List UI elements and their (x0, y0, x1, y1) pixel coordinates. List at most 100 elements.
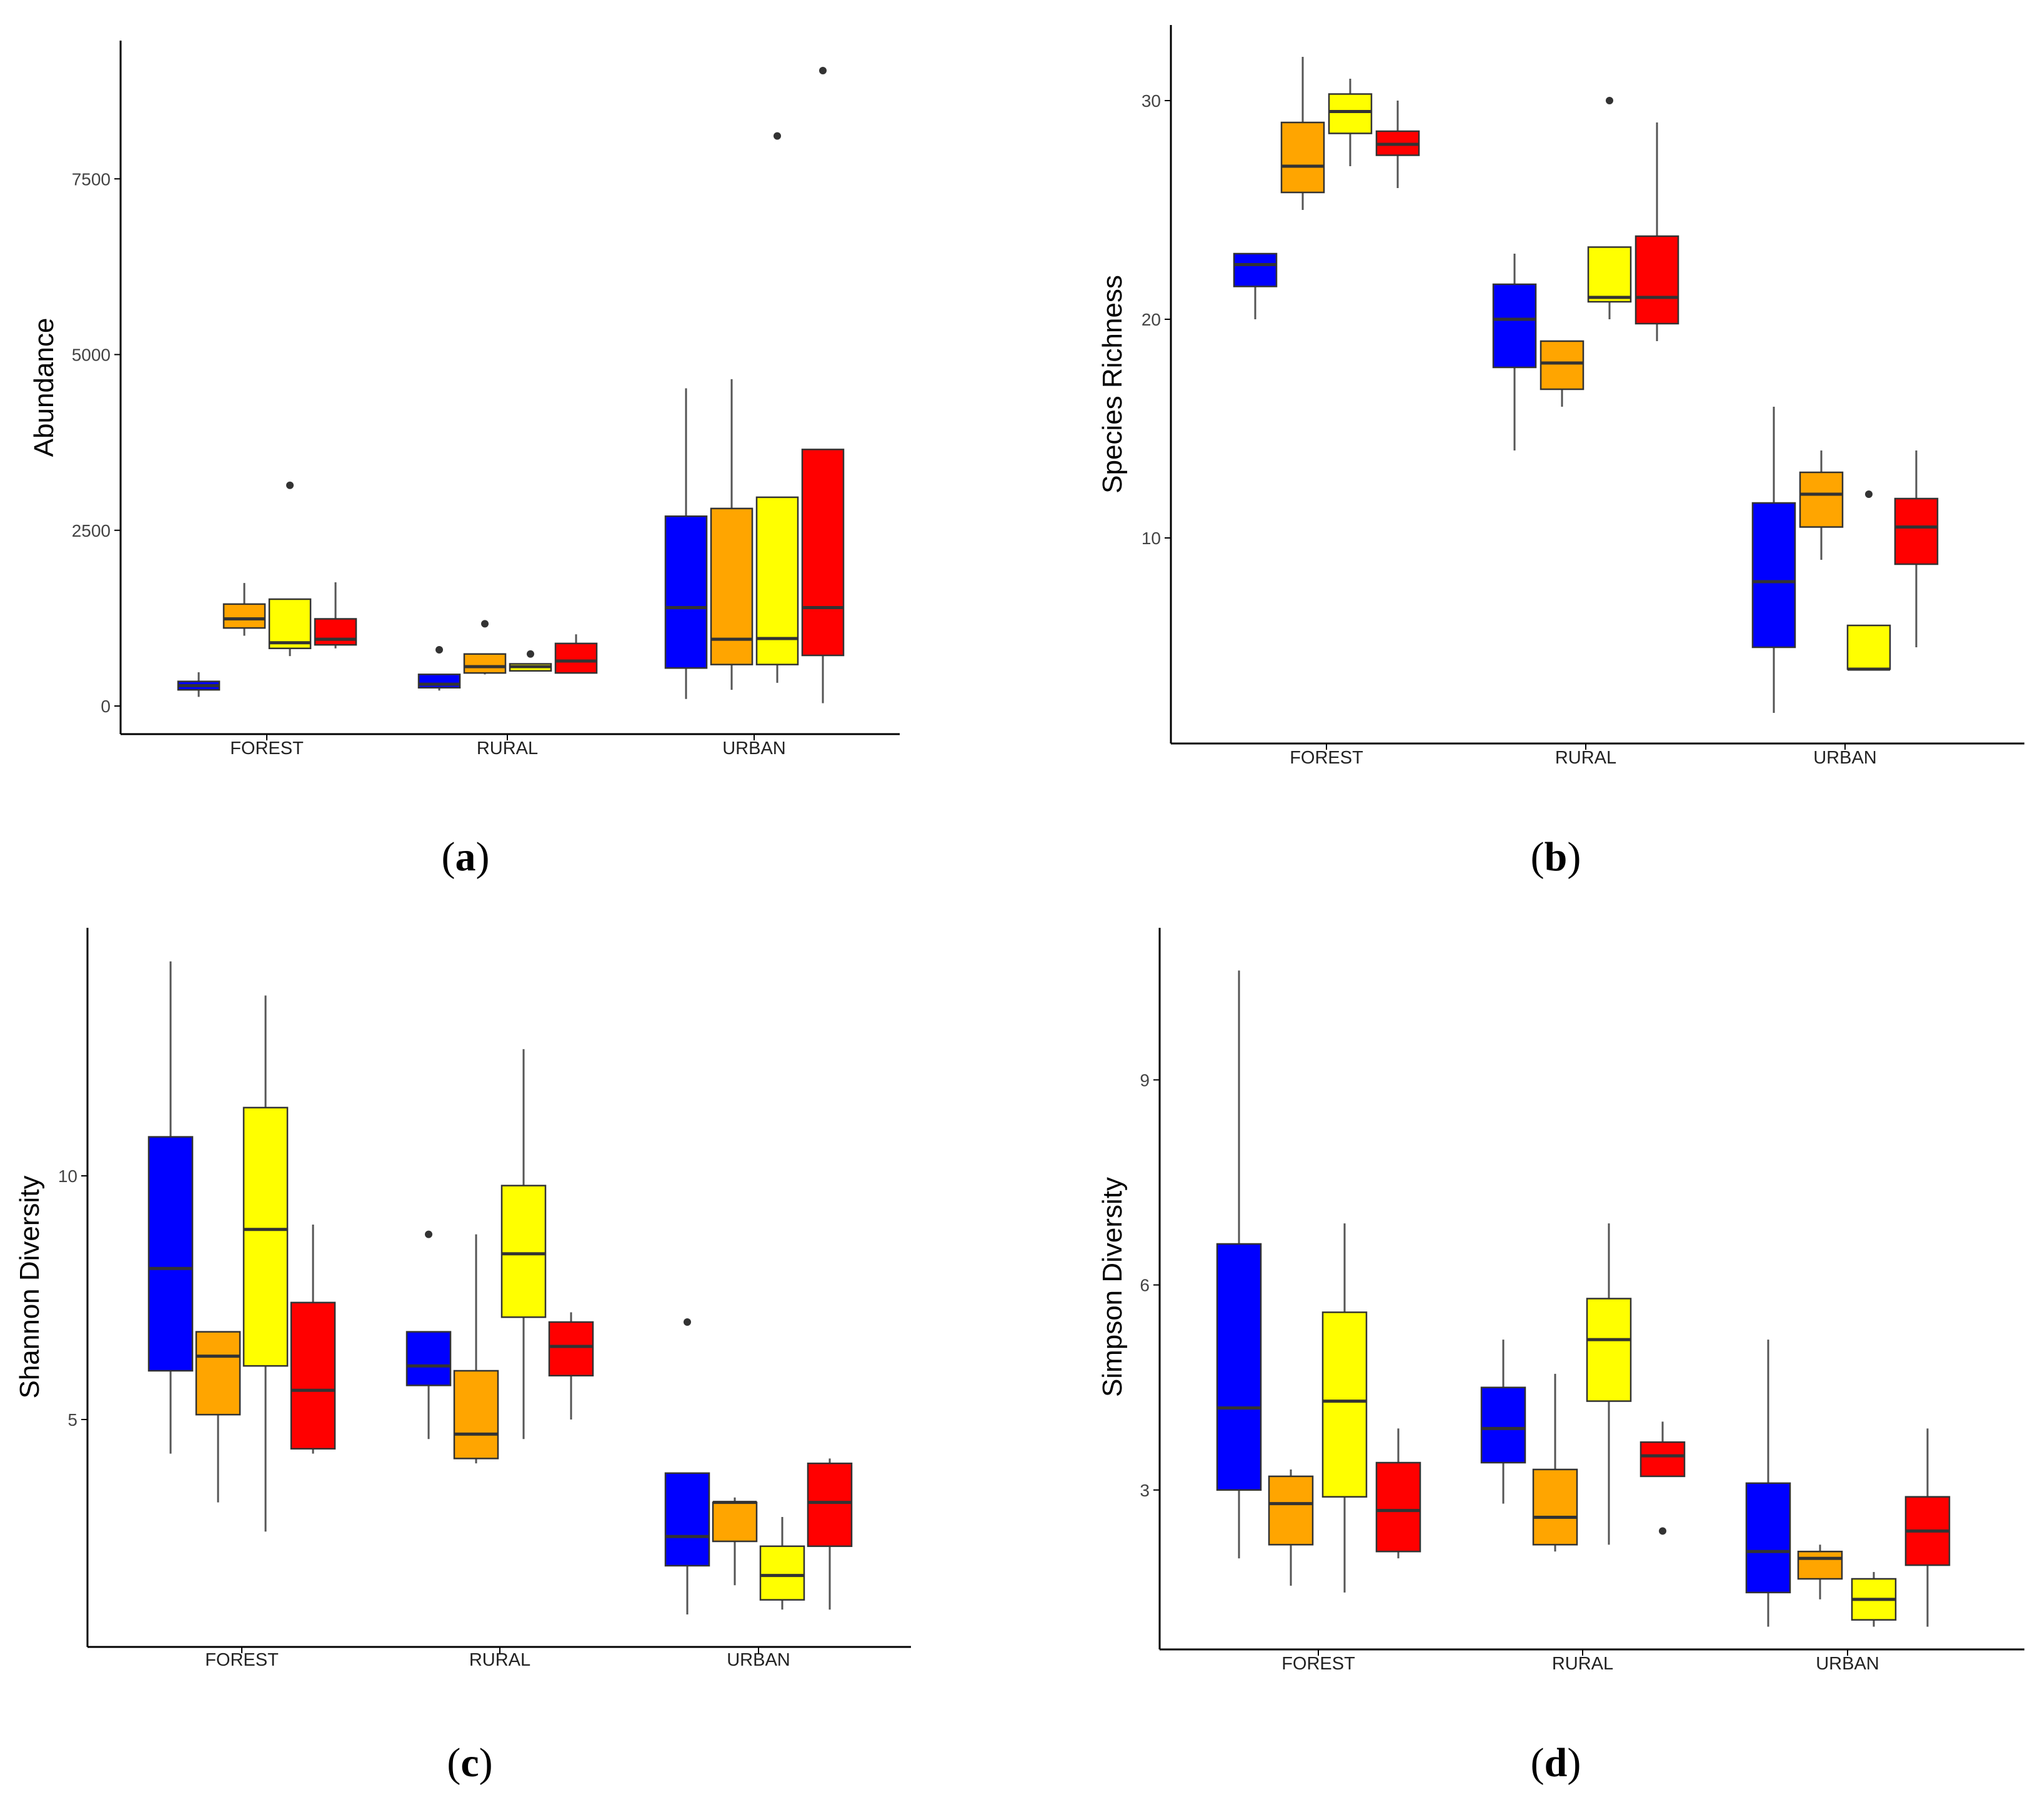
box-body (1233, 252, 1278, 287)
box-body (463, 653, 507, 674)
box-forest-series-2 (222, 583, 266, 636)
y-axis-label: Abundance (29, 318, 59, 457)
box-body (1328, 93, 1373, 134)
outlier-point (481, 620, 489, 628)
outlier-point (1606, 97, 1613, 104)
box-body (807, 1462, 853, 1548)
outlier-point (774, 132, 781, 140)
box-body (1846, 624, 1891, 670)
box-body (314, 618, 357, 646)
box-forest-series-2 (195, 1331, 241, 1503)
category-label-urban: URBAN (727, 1650, 790, 1670)
box-body (664, 515, 708, 669)
box-urban-series-4 (1904, 1428, 1951, 1627)
y-axis-label: Simpson Diversity (1097, 1177, 1128, 1397)
y-axis-label: Species Richness (1097, 275, 1128, 494)
box-body (195, 1331, 241, 1416)
box-body (1268, 1475, 1314, 1546)
box-rural-series-3 (500, 1049, 547, 1440)
box-rural-series-2 (1532, 1373, 1578, 1552)
box-forest-series-2 (1280, 57, 1325, 210)
y-tick-label: 9 (1140, 1070, 1150, 1090)
box-body (1639, 1441, 1686, 1478)
y-tick-label: 0 (101, 697, 111, 716)
box-body (548, 1321, 594, 1377)
box-body (710, 507, 754, 665)
category-label-urban: URBAN (1816, 1654, 1879, 1674)
box-body (1586, 1298, 1632, 1402)
box-body (1492, 283, 1537, 369)
panel-label: (b) (1531, 834, 1581, 880)
category-label-urban: URBAN (722, 738, 786, 758)
box-rural-series-4 (1639, 1421, 1686, 1535)
y-tick-label: 6 (1140, 1276, 1150, 1295)
box-body (222, 603, 266, 629)
box-forest-series-3 (268, 481, 312, 657)
outlier-point (1865, 490, 1873, 498)
box-rural-series-1 (1480, 1340, 1526, 1504)
panel-label: (c) (447, 1740, 492, 1786)
box-urban-series-1 (664, 388, 708, 699)
box-body (1540, 340, 1585, 390)
y-tick-label: 30 (1142, 91, 1161, 111)
box-body (1321, 1311, 1368, 1498)
box-body (405, 1331, 452, 1386)
box-urban-series-2 (710, 379, 754, 690)
y-tick-label: 5 (67, 1410, 77, 1430)
box-urban-series-3 (1851, 1572, 1897, 1627)
outlier-point (286, 481, 294, 489)
box-forest-series-1 (1233, 252, 1278, 319)
box-body (290, 1301, 336, 1450)
box-rural-series-3 (1587, 97, 1632, 319)
outlier-point (527, 650, 534, 658)
box-rural-series-4 (554, 634, 598, 674)
box-rural-series-3 (1586, 1223, 1632, 1545)
box-body (1894, 497, 1939, 565)
box-body (664, 1472, 710, 1567)
box-urban-series-3 (755, 132, 799, 683)
box-body (755, 496, 799, 665)
box-forest-series-4 (290, 1225, 336, 1454)
panel-label: (d) (1531, 1740, 1581, 1786)
box-urban-series-2 (1797, 1544, 1843, 1599)
category-label-rural: RURAL (469, 1650, 530, 1670)
box-forest-series-1 (147, 961, 194, 1454)
panel-b: 10 20 30 Species Richness FOREST RURAL URBAN (b… (1097, 25, 2024, 880)
box-urban-series-4 (1894, 450, 1939, 647)
box-forest-series-3 (242, 995, 289, 1532)
box-urban-series-3 (759, 1517, 805, 1610)
box-forest-series-1 (1216, 970, 1262, 1559)
box-rural-series-1 (405, 1230, 452, 1440)
box-body (147, 1136, 194, 1372)
box-urban-series-2 (712, 1497, 758, 1586)
outlier-point (425, 1230, 432, 1238)
box-rural-series-1 (417, 646, 461, 691)
box-rural-series-1 (1492, 254, 1537, 450)
category-label-forest: FOREST (1290, 748, 1363, 768)
y-tick-label: 5000 (72, 346, 111, 365)
panel-a: 0 2500 5000 7500 Abundance FOREST RURAL URBAN (a… (29, 41, 900, 880)
panel-d: 3 6 9 Simpson Diversity FOREST RURAL URBAN (d) (1097, 928, 2024, 1786)
y-tick-label: 20 (1142, 310, 1161, 329)
box-rural-series-3 (509, 650, 552, 672)
box-forest-series-3 (1328, 79, 1373, 166)
box-forest-series-4 (1375, 1428, 1421, 1559)
panel-c: 5 10 Shannon Diversity FOREST RURAL URBAN (c) (14, 928, 911, 1786)
box-body (1799, 471, 1844, 528)
box-forest-series-1 (177, 672, 221, 697)
y-tick-label: 3 (1140, 1481, 1150, 1500)
category-label-forest: FOREST (230, 738, 304, 758)
box-urban-series-4 (801, 67, 845, 704)
panel-label: (a) (442, 834, 490, 880)
box-body (1532, 1468, 1578, 1546)
category-label-rural: RURAL (1552, 1654, 1613, 1674)
box-rural-series-4 (548, 1312, 594, 1420)
outlier-point (435, 646, 443, 654)
outlier-point (684, 1318, 691, 1326)
box-rural-series-2 (463, 620, 507, 675)
box-body (268, 598, 312, 649)
box-body (1634, 235, 1679, 325)
box-body (500, 1185, 547, 1318)
category-label-rural: RURAL (477, 738, 538, 758)
